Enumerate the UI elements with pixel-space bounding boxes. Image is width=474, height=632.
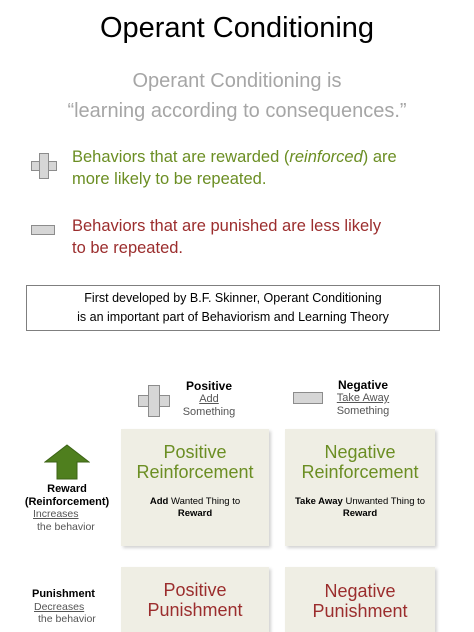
positive-reinforcement-desc-result: Reward — [177, 508, 213, 519]
positive-action: Add — [199, 393, 219, 405]
positive-reinforcement-line-1: Positive — [163, 442, 227, 462]
negative-action: Take Away — [336, 392, 390, 404]
reward-statement-end: ) are — [362, 148, 397, 166]
positive-reinforcement-desc: Add Wanted Thing to Reward — [121, 496, 269, 520]
note-box: First developed by B.F. Skinner, Operant… — [26, 285, 440, 331]
positive-heading: Positive — [185, 379, 233, 393]
positive-punishment-title: Positive Punishment — [121, 580, 269, 620]
plus-icon — [31, 153, 57, 179]
punish-statement-line-1: Behaviors that are punished are less lik… — [72, 217, 382, 235]
definition-line-2: “learning according to consequences.” — [67, 100, 407, 122]
page-title: Operant Conditioning — [99, 12, 375, 44]
negative-column-header: Negative Take Away Something — [326, 379, 400, 418]
note-line-2: is an important part of Behaviorism and … — [77, 310, 389, 324]
negative-object: Something — [336, 405, 390, 417]
negative-heading: Negative — [337, 378, 389, 392]
reward-row-label: Reward (Reinforcement) Increases the beh… — [16, 483, 118, 533]
negative-punishment-cell: Negative Punishment — [285, 567, 435, 632]
punishment-object: the behavior — [38, 613, 96, 625]
positive-object: Something — [182, 406, 236, 418]
reward-effect: Increases — [33, 508, 79, 520]
positive-punishment-line-2: Punishment — [147, 600, 243, 620]
negative-punishment-line-1: Negative — [324, 581, 396, 601]
negative-reinforcement-desc-result: Reward — [342, 508, 378, 519]
positive-plus-icon — [138, 385, 170, 417]
positive-reinforcement-title: Positive Reinforcement — [121, 442, 269, 482]
note-line-1: First developed by B.F. Skinner, Operant… — [84, 291, 382, 305]
positive-reinforcement-cell: Positive Reinforcement Add Wanted Thing … — [121, 429, 269, 546]
punish-statement-line-2: to be repeated. — [72, 239, 184, 257]
definition-line-1: Operant Conditioning is — [132, 70, 342, 92]
negative-reinforcement-desc-action: Take Away — [294, 496, 343, 507]
positive-column-header: Positive Add Something — [170, 380, 248, 419]
reward-statement-line-2: more likely to be repeated. — [72, 170, 267, 188]
negative-punishment-line-2: Punishment — [312, 601, 408, 621]
positive-reinforcement-line-2: Reinforcement — [136, 462, 254, 482]
punishment-heading: Punishment — [32, 588, 95, 600]
reward-object: the behavior — [37, 520, 95, 533]
reward-statement: Behaviors that are rewarded (reinforced)… — [72, 146, 452, 190]
positive-reinforcement-desc-text: Wanted Thing to — [168, 496, 241, 507]
negative-minus-icon — [293, 392, 323, 404]
minus-icon — [31, 225, 55, 235]
punish-statement: Behaviors that are punished are less lik… — [72, 215, 452, 259]
up-arrow-icon — [44, 444, 90, 480]
negative-reinforcement-line-1: Negative — [324, 442, 396, 462]
negative-punishment-title: Negative Punishment — [285, 581, 435, 621]
negative-reinforcement-desc-text: Unwanted Thing to — [342, 496, 426, 507]
negative-reinforcement-title: Negative Reinforcement — [285, 442, 435, 482]
reward-statement-italic: reinforced — [289, 148, 363, 166]
punishment-row-label: Punishment Decreases the behavior — [20, 588, 120, 626]
negative-reinforcement-desc: Take Away Unwanted Thing to Reward — [285, 496, 435, 520]
punishment-effect: Decreases — [34, 600, 85, 613]
reward-statement-start: Behaviors that are rewarded ( — [72, 148, 290, 166]
reward-subheading: (Reinforcement) — [24, 495, 110, 508]
positive-reinforcement-desc-action: Add — [149, 496, 169, 507]
positive-punishment-cell: Positive Punishment — [121, 567, 269, 632]
reward-heading: Reward — [47, 483, 87, 495]
positive-punishment-line-1: Positive — [163, 580, 227, 600]
definition: Operant Conditioning is “learning accord… — [0, 66, 474, 126]
negative-reinforcement-cell: Negative Reinforcement Take Away Unwante… — [285, 429, 435, 546]
negative-reinforcement-line-2: Reinforcement — [301, 462, 419, 482]
